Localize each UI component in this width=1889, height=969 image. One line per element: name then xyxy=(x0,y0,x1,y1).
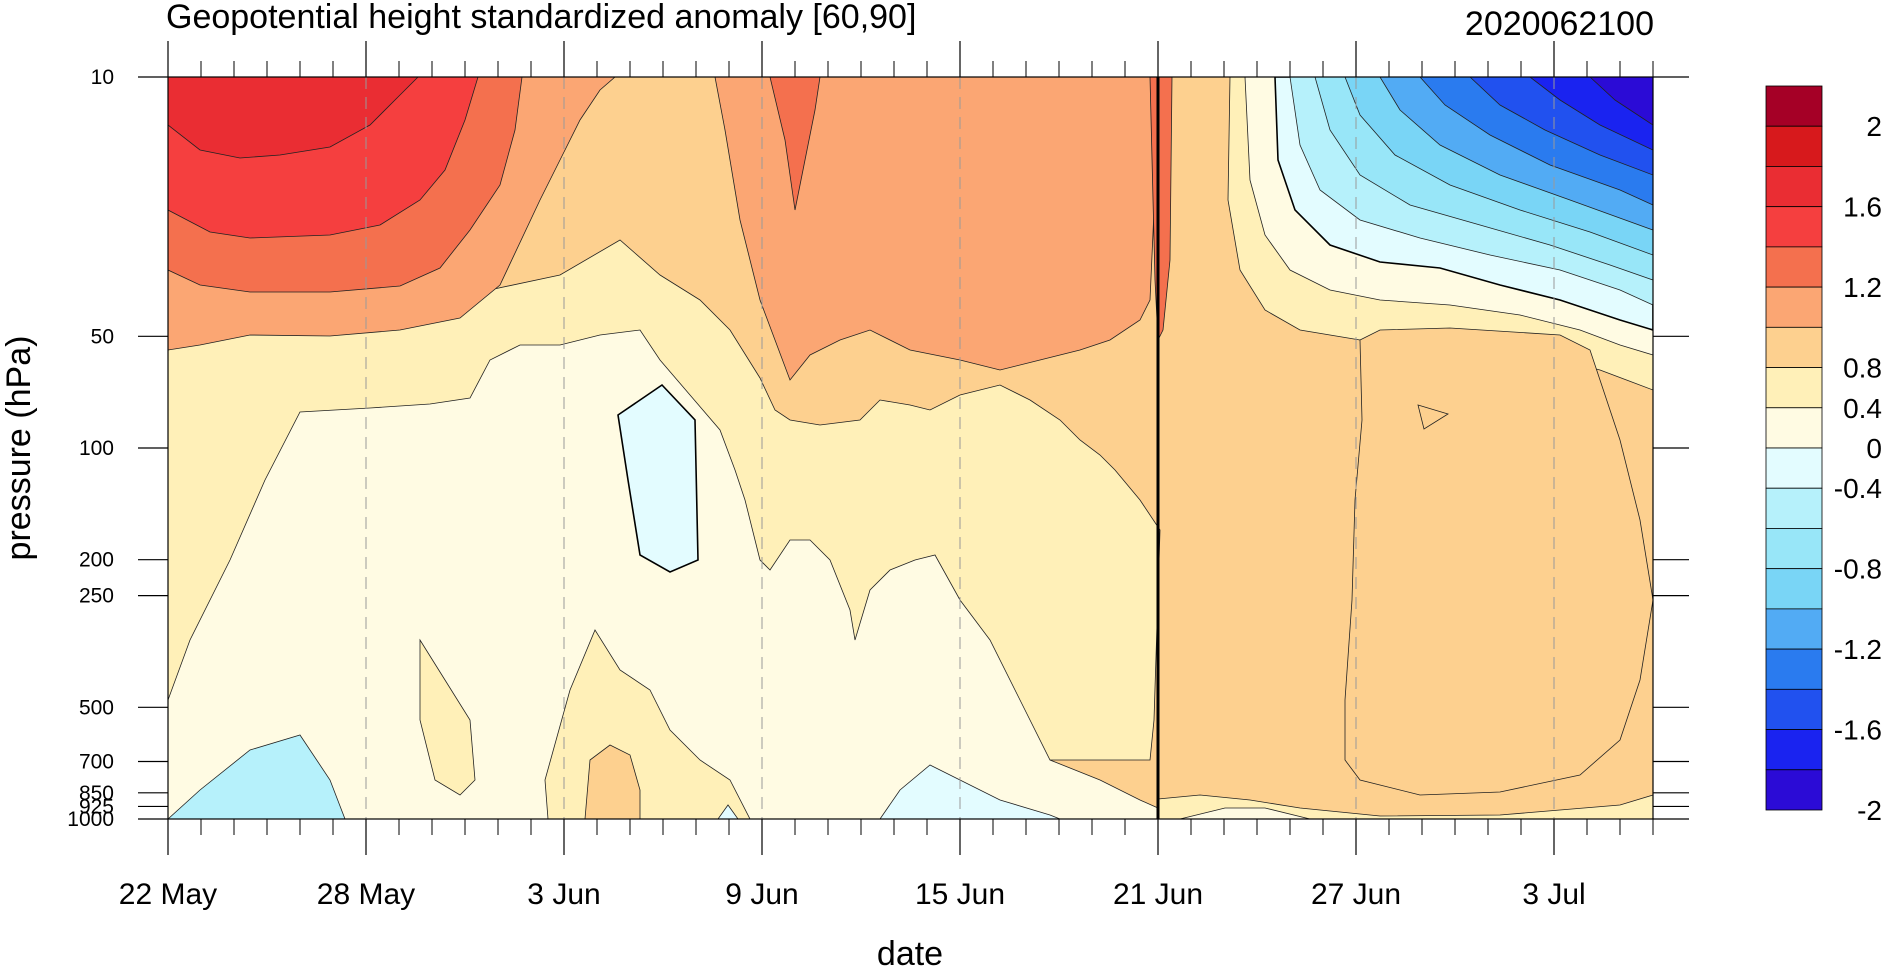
colorbar-swatch xyxy=(1765,166,1823,208)
colorbar-label: 0.8 xyxy=(1843,353,1882,384)
plot-area xyxy=(168,77,1653,819)
colorbar-label: 0 xyxy=(1866,433,1882,464)
field-band-near-zero xyxy=(168,329,1159,819)
field-band-lower-positive-a xyxy=(419,638,476,796)
colorbar-swatch xyxy=(1765,407,1823,449)
field-negative-patch-upper xyxy=(617,383,699,573)
field-negative-patch-b xyxy=(879,764,1061,819)
chart-title: Geopotential height standardized anomaly… xyxy=(166,0,916,36)
colorbar-label: 2 xyxy=(1866,111,1882,142)
colorbar-swatch xyxy=(1765,246,1823,288)
colorbar-swatch xyxy=(1765,326,1823,368)
y-tick-label: 250 xyxy=(79,585,114,608)
colorbar-label: -0.8 xyxy=(1834,554,1882,585)
colorbar-swatch xyxy=(1765,367,1823,409)
y-tick-label: 10 xyxy=(91,66,114,89)
x-tick-label: 22 May xyxy=(119,878,217,911)
colorbar-label: 0.4 xyxy=(1843,393,1882,424)
colorbar-swatch xyxy=(1765,769,1823,811)
x-tick-label: 15 Jun xyxy=(915,878,1005,911)
field-band-lower-positive-c xyxy=(584,744,641,819)
x-tick-label: 27 Jun xyxy=(1311,878,1401,911)
field-layer-pos-1.6 xyxy=(168,77,419,159)
colorbar-swatch xyxy=(1765,286,1823,328)
colorbar-swatch xyxy=(1765,487,1823,529)
colorbar-swatch xyxy=(1765,688,1823,730)
field-vertical-strip xyxy=(1149,77,1173,342)
colorbar-swatch xyxy=(1765,729,1823,771)
y-tick-label: 200 xyxy=(79,549,114,572)
x-tick-label: 9 Jun xyxy=(725,878,798,911)
field-layer-pos-0.8-mid xyxy=(714,77,1161,381)
field-right-surface-zero xyxy=(1179,807,1311,819)
colorbar-label: -2 xyxy=(1857,795,1882,826)
y-tick-label: 925 xyxy=(79,795,114,818)
y-tick-label: 700 xyxy=(79,751,114,774)
field-right-neg-2.0 xyxy=(1589,77,1653,126)
x-axis-title: date xyxy=(877,935,943,969)
colorbar-label: -0.4 xyxy=(1834,473,1882,504)
y-axis-title: pressure (hPa) xyxy=(0,336,38,561)
colorbar-swatch xyxy=(1765,648,1823,690)
chart-date-stamp: 2020062100 xyxy=(1465,5,1654,43)
colorbar-swatch xyxy=(1765,125,1823,167)
colorbar-label: 1.2 xyxy=(1843,272,1882,303)
x-tick-label: 3 Jun xyxy=(527,878,600,911)
x-tick-label: 28 May xyxy=(317,878,415,911)
y-tick-label: 100 xyxy=(79,437,114,460)
colorbar: 2 1.6 1.2 0.8 0.4 0 -0.4 -0.8 -1.2 -1.6 -2 xyxy=(1765,85,1882,826)
field-negative-patch-a xyxy=(168,734,346,819)
colorbar-swatch xyxy=(1765,528,1823,570)
field-layer-pos-1.0-mid xyxy=(769,77,821,211)
colorbar-label: -1.2 xyxy=(1834,634,1882,665)
colorbar-swatch xyxy=(1765,206,1823,248)
colorbar-label: 1.6 xyxy=(1843,192,1882,223)
field-negative-patch-c xyxy=(717,804,739,819)
colorbar-swatch xyxy=(1765,608,1823,650)
y-tick-label: 50 xyxy=(91,325,114,348)
field-right-small-triangle xyxy=(1417,404,1449,430)
colorbar-swatch xyxy=(1765,85,1823,127)
colorbar-swatch xyxy=(1765,447,1823,489)
colorbar-label: -1.6 xyxy=(1834,715,1882,746)
y-tick-label: 850 xyxy=(79,782,114,805)
y-tick-label: 1000 xyxy=(67,808,114,831)
x-tick-label: 3 Jul xyxy=(1522,878,1585,911)
y-tick-label: 500 xyxy=(79,696,114,719)
colorbar-swatch xyxy=(1765,568,1823,610)
x-tick-label: 21 Jun xyxy=(1113,878,1203,911)
x-axis: 22 May 28 May 3 Jun 9 Jun 15 Jun 21 Jun 27 Jun… xyxy=(119,41,1654,911)
field-right-positive-blob xyxy=(1344,327,1653,796)
